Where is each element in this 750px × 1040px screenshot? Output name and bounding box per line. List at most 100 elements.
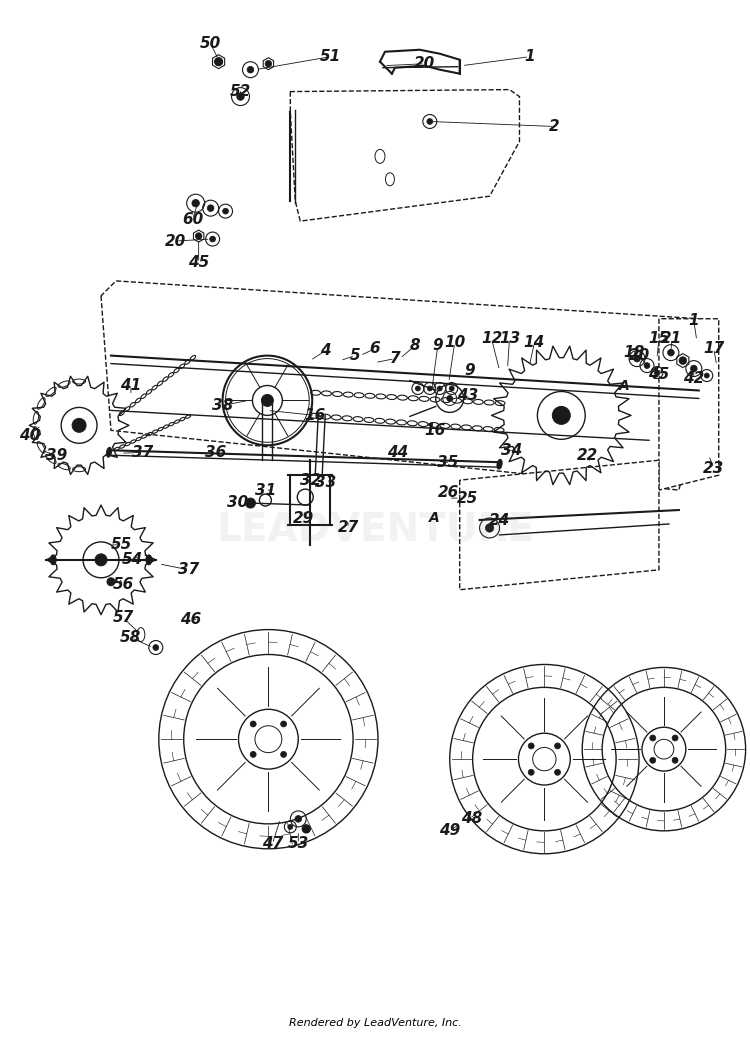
Text: 54: 54	[122, 552, 143, 568]
Circle shape	[552, 407, 570, 424]
Circle shape	[217, 60, 220, 63]
Text: 29: 29	[292, 511, 314, 525]
Text: 37: 37	[132, 445, 154, 460]
Text: 16: 16	[304, 408, 326, 423]
Text: 9: 9	[433, 338, 443, 354]
Text: 15: 15	[648, 331, 670, 346]
Circle shape	[668, 349, 674, 356]
Circle shape	[655, 370, 659, 375]
Circle shape	[427, 386, 432, 391]
Ellipse shape	[497, 460, 502, 469]
Polygon shape	[460, 461, 659, 590]
Polygon shape	[101, 281, 718, 490]
Text: LEADVENTURE: LEADVENTURE	[216, 511, 534, 549]
Circle shape	[554, 770, 560, 775]
Text: 51: 51	[320, 49, 340, 64]
Circle shape	[485, 524, 494, 532]
Circle shape	[245, 498, 256, 509]
Circle shape	[265, 60, 272, 67]
Text: 33: 33	[314, 474, 336, 490]
Text: 31: 31	[255, 483, 276, 497]
Polygon shape	[659, 318, 718, 490]
Text: 20: 20	[414, 56, 436, 71]
Circle shape	[302, 825, 310, 833]
Text: 24: 24	[489, 513, 510, 527]
Circle shape	[528, 743, 534, 749]
Circle shape	[449, 386, 454, 391]
Text: 56: 56	[112, 577, 134, 592]
Circle shape	[447, 395, 453, 401]
Text: 1: 1	[688, 313, 699, 329]
Circle shape	[280, 752, 286, 757]
Text: 27: 27	[338, 520, 358, 536]
Circle shape	[72, 418, 86, 433]
Text: 14: 14	[524, 335, 545, 350]
Circle shape	[247, 67, 254, 73]
Text: 35: 35	[437, 454, 458, 470]
Circle shape	[95, 554, 107, 566]
Circle shape	[251, 721, 257, 727]
Circle shape	[416, 386, 420, 391]
Text: Rendered by LeadVenture, Inc.: Rendered by LeadVenture, Inc.	[289, 1018, 461, 1029]
Text: 45: 45	[188, 256, 209, 270]
Text: 2: 2	[549, 119, 560, 134]
Text: 4: 4	[320, 343, 331, 358]
Text: A: A	[619, 379, 629, 392]
Text: 47: 47	[262, 836, 283, 852]
Text: 10: 10	[444, 335, 465, 350]
Circle shape	[195, 233, 202, 239]
Circle shape	[223, 208, 229, 214]
Text: 36: 36	[205, 445, 226, 460]
Text: 42: 42	[683, 371, 704, 386]
Text: 23: 23	[703, 461, 724, 475]
Text: 41: 41	[120, 378, 142, 393]
Text: 46: 46	[180, 613, 201, 627]
Text: 20: 20	[165, 234, 186, 249]
Text: 30: 30	[227, 495, 248, 510]
Text: 38: 38	[212, 398, 233, 413]
Circle shape	[672, 735, 678, 740]
Text: 48: 48	[461, 811, 482, 827]
Circle shape	[634, 356, 640, 362]
Circle shape	[691, 365, 698, 372]
Circle shape	[295, 815, 302, 823]
Text: 50: 50	[200, 36, 221, 51]
Text: 40: 40	[19, 427, 40, 443]
Circle shape	[192, 200, 200, 207]
Text: 34: 34	[501, 443, 522, 458]
Circle shape	[237, 93, 244, 100]
Text: 39: 39	[46, 448, 67, 463]
Text: 16: 16	[424, 423, 445, 438]
Text: 25: 25	[457, 491, 478, 505]
Circle shape	[704, 373, 710, 379]
Text: 6: 6	[370, 341, 380, 356]
Text: 37: 37	[178, 563, 200, 577]
Circle shape	[107, 578, 115, 586]
Circle shape	[153, 645, 159, 650]
Text: 13: 13	[499, 331, 520, 346]
Text: 58: 58	[120, 630, 142, 645]
Text: 44: 44	[387, 445, 409, 460]
Text: 21: 21	[662, 331, 682, 346]
Text: 18: 18	[623, 345, 645, 360]
Text: 17: 17	[703, 341, 724, 356]
Text: A: A	[430, 511, 440, 525]
Text: 52: 52	[230, 84, 251, 99]
Text: 43: 43	[457, 388, 478, 402]
Text: 53: 53	[288, 836, 309, 852]
Circle shape	[207, 205, 214, 211]
Circle shape	[650, 757, 656, 763]
Circle shape	[288, 825, 292, 829]
Ellipse shape	[146, 555, 152, 565]
Text: 32: 32	[299, 472, 321, 488]
Circle shape	[554, 743, 560, 749]
Circle shape	[437, 386, 442, 391]
Circle shape	[427, 119, 433, 125]
Circle shape	[251, 752, 257, 757]
Ellipse shape	[106, 447, 112, 458]
Circle shape	[280, 721, 286, 727]
Text: 12: 12	[481, 331, 502, 346]
Circle shape	[644, 363, 650, 368]
Text: 7: 7	[389, 352, 400, 366]
Text: 55: 55	[110, 538, 131, 552]
